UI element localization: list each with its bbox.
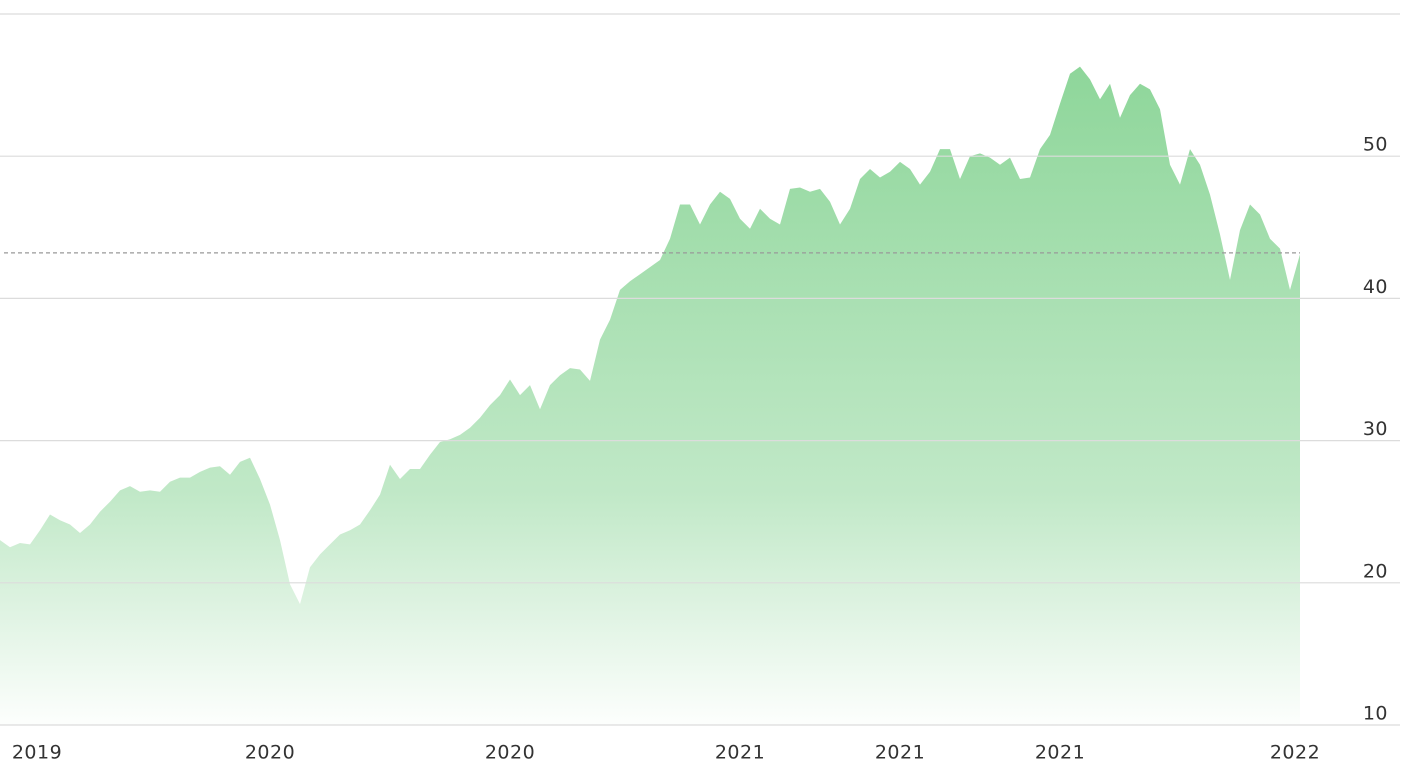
x-tick-label: 2019 bbox=[12, 742, 62, 764]
y-tick-label: 10 bbox=[1363, 703, 1388, 725]
x-tick-label: 2021 bbox=[875, 742, 925, 764]
y-tick-label: 20 bbox=[1363, 560, 1388, 582]
x-tick-label: 2021 bbox=[715, 742, 765, 764]
y-tick-label: 50 bbox=[1363, 134, 1388, 156]
y-tick-label: 30 bbox=[1363, 418, 1388, 440]
x-tick-label: 2022 bbox=[1270, 742, 1320, 764]
x-tick-label: 2021 bbox=[1035, 742, 1085, 764]
y-tick-label: 40 bbox=[1363, 276, 1388, 298]
x-tick-label: 2020 bbox=[485, 742, 535, 764]
x-tick-label: 2020 bbox=[245, 742, 295, 764]
area bbox=[0, 66, 1300, 726]
